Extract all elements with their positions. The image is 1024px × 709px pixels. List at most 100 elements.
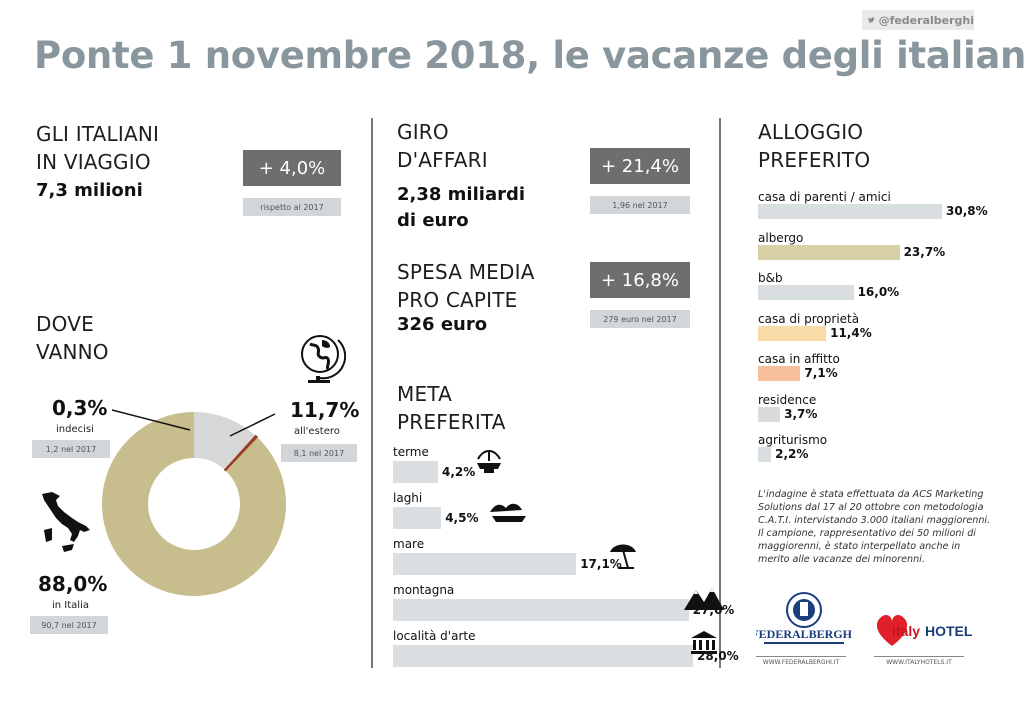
lake-boat-icon bbox=[490, 503, 526, 522]
viaggio-heading-line1: GLI ITALIANI bbox=[36, 122, 160, 146]
affari-value-line1: 2,38 miliardi bbox=[397, 184, 526, 205]
meta-heading-line2: PREFERITA bbox=[397, 410, 506, 434]
alloggio-bar-value: 11,4% bbox=[830, 325, 872, 340]
federalberghi-logo: FEDERALBERGHI bbox=[756, 592, 852, 644]
affari-value-line2: di euro bbox=[397, 210, 469, 231]
meta-bar bbox=[393, 553, 577, 575]
alloggio-bar-value: 16,0% bbox=[857, 285, 900, 299]
italy-map-icon bbox=[42, 492, 90, 552]
donut-slice-in-italia bbox=[102, 412, 287, 596]
alloggio-bar-value: 30,8% bbox=[946, 204, 988, 218]
survey-note-line2: Il campione, rappresentativo dei 50 mili… bbox=[758, 528, 976, 565]
svg-text:FEDERALBERGHI: FEDERALBERGHI bbox=[756, 627, 852, 641]
survey-note-line1: L'indagine è stata effettuata da ACS Mar… bbox=[758, 489, 991, 526]
estero-note: 8,1 nel 2017 bbox=[281, 444, 357, 462]
spesa-note: 279 euro nel 2017 bbox=[590, 310, 690, 328]
meta-bar-label: mare bbox=[393, 537, 425, 551]
italia-note: 90,7 nel 2017 bbox=[30, 616, 108, 634]
meta-bar-value: 4,2% bbox=[442, 465, 476, 479]
alloggio-bar-label: casa di parenti / amici bbox=[758, 190, 891, 204]
alloggio-bar bbox=[758, 285, 854, 300]
meta-bar bbox=[393, 645, 693, 667]
affari-note: 1,96 nel 2017 bbox=[590, 196, 690, 214]
alloggio-bar bbox=[758, 325, 827, 341]
meta-bar-label: laghi bbox=[393, 491, 423, 505]
meta-bar bbox=[393, 599, 689, 621]
estero-pct: 11,7% bbox=[290, 398, 360, 422]
affari-change-badge: + 21,4% bbox=[590, 148, 690, 184]
meta-bar-label: terme bbox=[393, 445, 429, 459]
meta-bar bbox=[393, 507, 442, 529]
dove-heading-line2: VANNO bbox=[36, 340, 109, 364]
donut-leader-lines bbox=[111, 409, 276, 437]
alloggio-heading-line1: ALLOGGIO bbox=[758, 120, 864, 144]
alloggio-bar-label: agriturismo bbox=[758, 433, 828, 447]
federalberghi-url: WWW.FEDERALBERGHI.IT bbox=[756, 656, 846, 666]
affari-heading-line2: D'AFFARI bbox=[397, 148, 488, 172]
temple-art-icon bbox=[691, 631, 717, 654]
dove-heading-line1: DOVE bbox=[36, 312, 94, 336]
beach-umbrella-icon bbox=[610, 544, 636, 569]
svg-text:HOTELS: HOTELS bbox=[925, 623, 972, 639]
spesa-value: 326 euro bbox=[397, 314, 488, 335]
meta-bar-label: località d'arte bbox=[393, 629, 476, 643]
dove-donut-chart bbox=[102, 412, 287, 596]
estero-label: all'estero bbox=[294, 426, 340, 437]
donut-slice-indecisi bbox=[223, 434, 259, 472]
indecisi-label: indecisi bbox=[56, 424, 94, 435]
affari-value: 2,38 miliardi di euro bbox=[397, 182, 525, 234]
viaggio-heading-line2: IN VIAGGIO bbox=[36, 150, 151, 174]
spesa-heading: SPESA MEDIA PRO CAPITE bbox=[397, 258, 535, 314]
alloggio-bar bbox=[758, 366, 801, 381]
dove-heading: DOVE VANNO bbox=[36, 310, 109, 366]
viaggio-change-badge: + 4,0% bbox=[243, 150, 341, 186]
spesa-heading-line2: PRO CAPITE bbox=[397, 288, 518, 312]
donut-slice-all-estero bbox=[194, 412, 256, 470]
meta-heading: META PREFERITA bbox=[397, 380, 506, 436]
alloggio-bar-label: b&b bbox=[758, 271, 783, 285]
alloggio-bar bbox=[758, 244, 900, 260]
divider-right bbox=[719, 118, 721, 668]
spesa-change-badge: + 16,8% bbox=[590, 262, 690, 298]
divider-left bbox=[371, 118, 373, 668]
alloggio-bar-label: albergo bbox=[758, 230, 804, 245]
italyhotels-logo: italy HOTELS bbox=[876, 615, 972, 646]
italia-pct: 88,0% bbox=[38, 572, 108, 596]
meta-heading-line1: META bbox=[397, 382, 453, 406]
survey-note: L'indagine è stata effettuata da ACS Mar… bbox=[758, 488, 994, 566]
meta-bar-label: montagna bbox=[393, 583, 455, 597]
mountain-icon bbox=[684, 588, 724, 610]
indecisi-pct: 0,3% bbox=[52, 396, 108, 420]
alloggio-bar-value: 23,7% bbox=[903, 244, 946, 259]
page-title: Ponte 1 novembre 2018, le vacanze degli … bbox=[34, 34, 1024, 77]
svg-text:italy: italy bbox=[892, 623, 920, 639]
spesa-heading-line1: SPESA MEDIA bbox=[397, 260, 535, 284]
italia-label: in Italia bbox=[52, 600, 89, 611]
alloggio-bar-value: 3,7% bbox=[784, 406, 818, 421]
italyhotels-url: WWW.ITALYHOTELS.IT bbox=[874, 656, 964, 666]
alloggio-bar-value: 7,1% bbox=[804, 366, 838, 380]
viaggio-note: rispetto al 2017 bbox=[243, 198, 341, 216]
viaggio-value: 7,3 milioni bbox=[36, 180, 143, 201]
affari-heading: GIRO D'AFFARI bbox=[397, 118, 488, 174]
alloggio-bar-value: 2,2% bbox=[775, 447, 809, 461]
alloggio-heading-line2: PREFERITO bbox=[758, 148, 871, 172]
alloggio-bar bbox=[758, 406, 781, 422]
affari-heading-line1: GIRO bbox=[397, 120, 449, 144]
alloggio-bar bbox=[758, 204, 942, 219]
globe-icon bbox=[301, 335, 346, 383]
twitter-handle: @federalberghi bbox=[878, 13, 974, 27]
alloggio-bar-label: casa in affitto bbox=[758, 352, 840, 366]
alloggio-bar-label: residence bbox=[758, 392, 817, 407]
alloggio-heading: ALLOGGIO PREFERITO bbox=[758, 118, 870, 174]
twitter-badge: @federalberghi bbox=[862, 10, 974, 30]
twitter-bird-icon bbox=[868, 17, 875, 23]
alloggio-bar bbox=[758, 447, 772, 462]
alloggio-bar-label: casa di proprietà bbox=[758, 311, 860, 326]
meta-bar-value: 4,5% bbox=[445, 511, 479, 525]
meta-bar bbox=[393, 461, 438, 483]
spa-fountain-icon bbox=[477, 450, 501, 473]
viaggio-heading: GLI ITALIANI IN VIAGGIO bbox=[36, 120, 159, 176]
meta-bar-value: 17,1% bbox=[580, 557, 622, 571]
indecisi-note: 1,2 nel 2017 bbox=[32, 440, 110, 458]
